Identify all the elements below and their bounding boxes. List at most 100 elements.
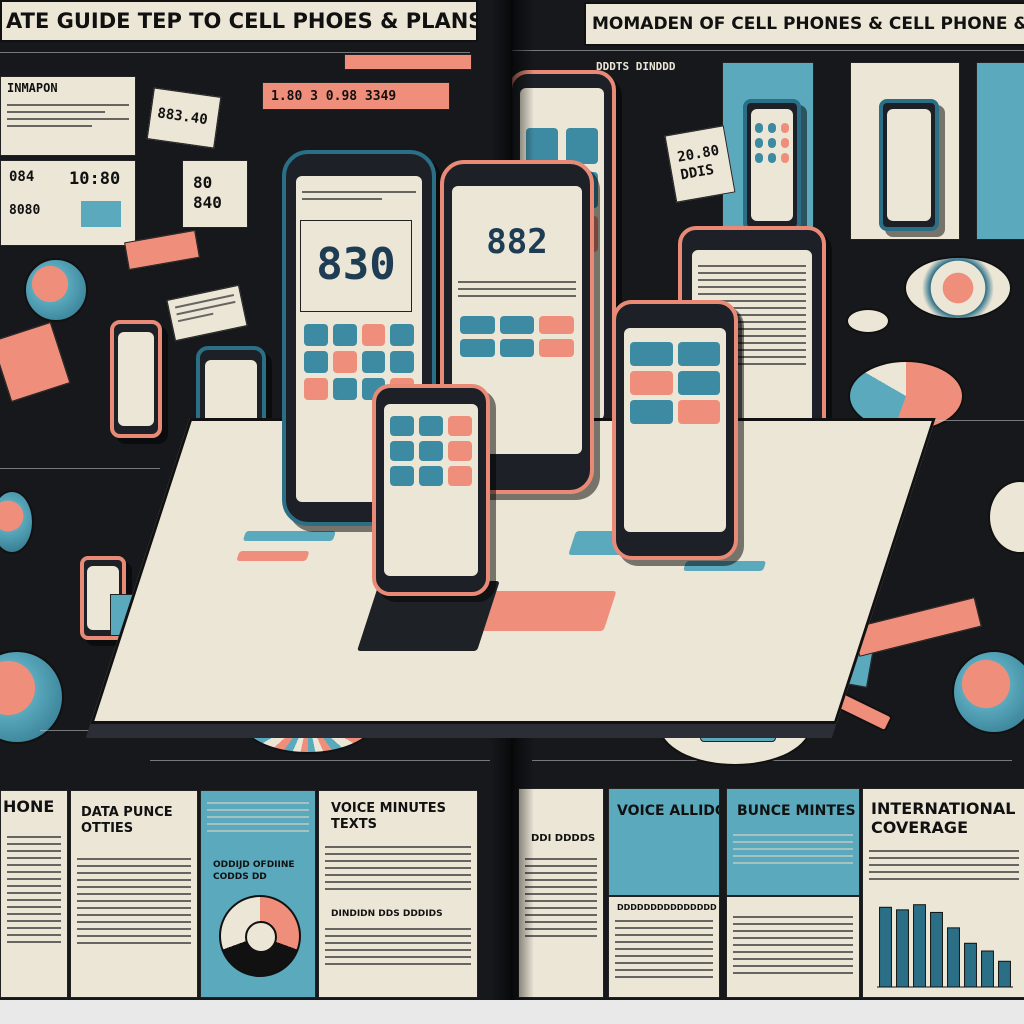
target-graphic (904, 256, 1012, 320)
magazine-spread: ATE GUIDE TEP TO CELL PHOES & PLANS INMA… (0, 0, 1024, 1000)
keypad-grid (755, 123, 789, 163)
disc-graphic (988, 480, 1024, 554)
platform-row (236, 551, 310, 561)
plan-badge: 20.80 DDIS (664, 125, 736, 203)
section-voice-allidge-title: VOICE ALLIDGE (617, 803, 719, 819)
small-disc (846, 308, 890, 334)
phone-mockup-right-center (612, 300, 738, 560)
section-voice-text (325, 841, 471, 895)
section-voice-subtitle: DINDIDN DDS DDDIDS (331, 909, 443, 919)
chart-bar (930, 911, 943, 988)
intro-box-heading: INMAPON (7, 81, 58, 95)
chart-bar (964, 942, 977, 988)
callout-card: 80 840 (182, 160, 248, 228)
phone-screen (624, 328, 726, 532)
donut-chart (219, 895, 301, 977)
phone-screen (384, 404, 478, 576)
stat-icon-block (81, 201, 121, 227)
plan-badge-text: 20.80 DDIS (676, 142, 721, 184)
center-phone-number: 882 (486, 222, 548, 262)
section-data-subtitle: ODDIJD OFDIINE CODDS DD (213, 860, 295, 882)
section-voice-panel: VOICE ALLIDGE (608, 788, 720, 896)
section-voice-detail-text (615, 915, 713, 983)
section-phone-panel: HONE (0, 790, 68, 998)
connector-line (150, 760, 490, 761)
note-card (166, 284, 248, 342)
price-strip-text: 1.80 3 0.98 3349 (271, 89, 397, 104)
keypad-grid (460, 316, 574, 357)
section-voice-panel: VOICE MINUTES TEXTS DINDIDN DDS DDDIDS (318, 790, 478, 998)
note-card-lines (174, 289, 238, 327)
section-bunce-panel: BUNCE MINTES (726, 788, 860, 896)
stat-b: 10:80 (69, 169, 121, 189)
price-strip: 1.80 3 0.98 3349 (262, 82, 450, 110)
section-voice-detail: DDDDDDDDDDDDDDD (608, 896, 720, 998)
phone-mockup-panel (879, 99, 939, 231)
section-data-title: DATA PUNCE OTTIES (81, 805, 173, 836)
reader-text (698, 260, 806, 370)
section-voice-detail-title: DDDDDDDDDDDDDDD (617, 903, 717, 912)
phone-mockup-small (110, 320, 162, 438)
section-bunce-text (733, 829, 853, 869)
feature-panel-2 (850, 62, 960, 240)
phone-screen (118, 332, 154, 426)
chart-bar (879, 906, 892, 988)
chart-bar (913, 904, 926, 988)
main-phone-number: 830 (316, 239, 396, 290)
price-badge: 883.40 (146, 87, 222, 149)
section-voice-title: VOICE MINUTES TEXTS (331, 801, 446, 832)
international-bar-chart (877, 904, 1013, 988)
price-badge-text: 883.40 (156, 105, 209, 129)
chart-bar (981, 950, 994, 988)
phone-screen (887, 109, 931, 221)
callout-text: 80 840 (193, 173, 222, 212)
app-grid (630, 342, 720, 424)
left-page-title: ATE GUIDE TEP TO CELL PHOES & PLANS (0, 0, 478, 42)
phone-screen-card: 830 (300, 220, 412, 312)
globe-icon (24, 258, 88, 322)
section-misc-text (525, 853, 597, 942)
section-bunce-detail-text (733, 911, 853, 979)
section-international-panel: INTERNATIONAL COVERAGE (862, 788, 1024, 998)
section-international-text (869, 845, 1019, 885)
section-data-chart-text (207, 797, 309, 837)
right-page-title: MOMADEN OF CELL PHONES & CELL PHONE & PL… (584, 2, 1024, 46)
phone-mockup-center: 882 (440, 160, 594, 494)
app-grid (390, 416, 472, 486)
side-card (0, 321, 71, 403)
section-phone-text (7, 831, 61, 948)
platform-row (242, 531, 336, 541)
section-phone-title: HONE (3, 797, 55, 816)
platform-row (683, 561, 767, 571)
section-bunce-detail (726, 896, 860, 998)
page-bottom-edge (0, 1000, 1024, 1024)
phone-mockup-front-center (372, 384, 490, 596)
intro-box-text (7, 99, 129, 132)
right-tab-label: DDDTS DINDDD (596, 60, 676, 73)
divider-line (512, 50, 1024, 51)
phone-screen: 882 (452, 186, 582, 454)
chart-bar (947, 927, 960, 988)
intro-box: INMAPON (0, 76, 136, 156)
donut-hole (245, 921, 277, 953)
header-strip (344, 54, 472, 70)
section-data-text (77, 853, 191, 949)
connector-line (0, 468, 160, 469)
phone-mockup-panel (743, 99, 801, 231)
chart-bar (896, 909, 909, 988)
stat-c: 8080 (9, 203, 41, 218)
chart-bar (998, 960, 1011, 988)
section-misc-title: DDI DDDDS (531, 833, 596, 844)
center-phone-text (458, 276, 576, 302)
divider-line (0, 52, 470, 53)
phone-screen (751, 109, 793, 221)
section-international-title: INTERNATIONAL COVERAGE (871, 799, 1016, 837)
stat-a: 084 (9, 169, 35, 185)
stats-box: 084 10:80 8080 (0, 160, 136, 246)
section-data-panel: DATA PUNCE OTTIES (70, 790, 198, 998)
globe-icon-small (0, 490, 34, 554)
feature-panel-1 (722, 62, 814, 240)
globe-icon-right (952, 650, 1024, 734)
section-bunce-title: BUNCE MINTES (737, 803, 856, 819)
feature-panel-3 (976, 62, 1024, 240)
